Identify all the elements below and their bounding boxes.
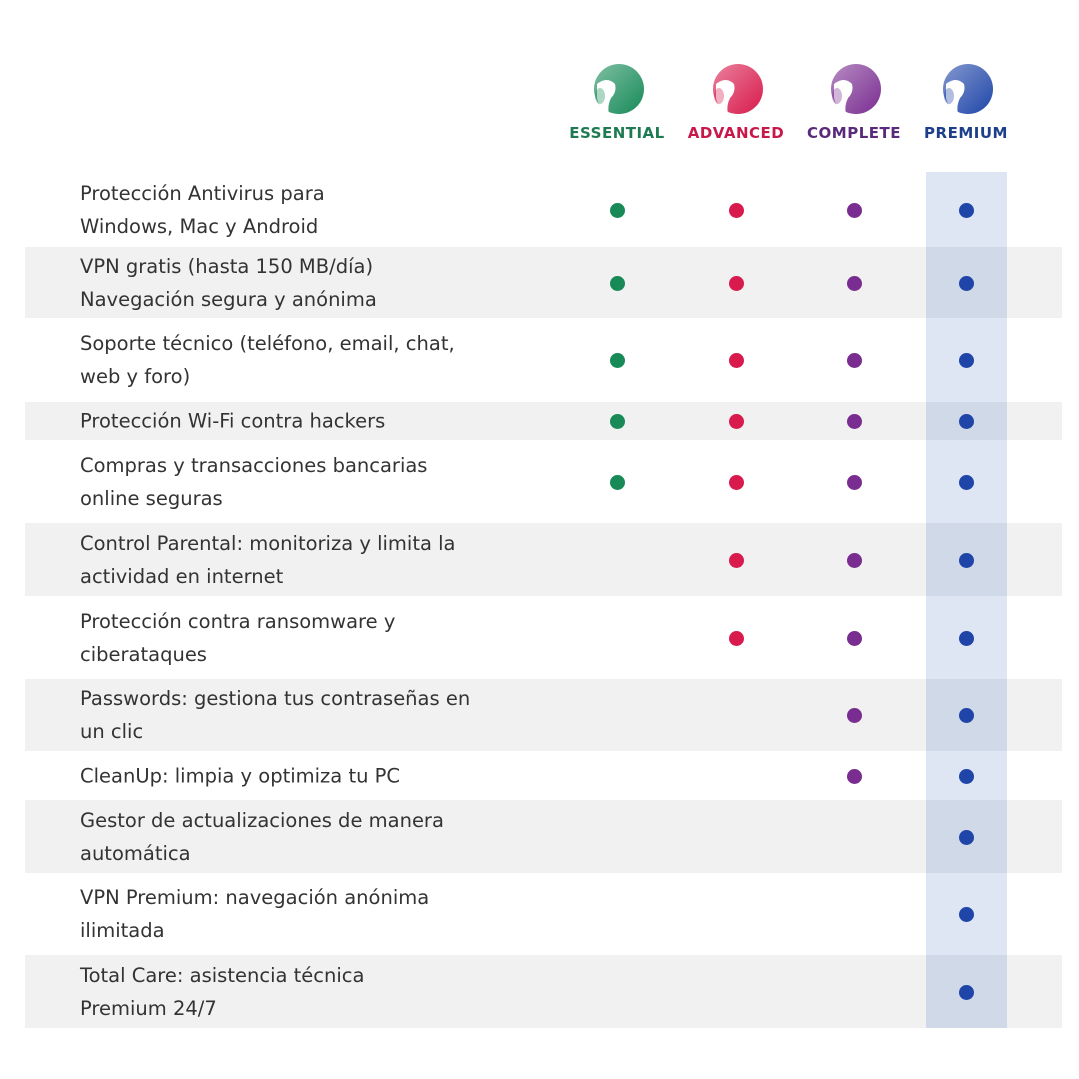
included-dot-advanced-icon: [729, 414, 744, 429]
feature-row: VPN Premium: navegación anónima ilimitad…: [25, 873, 1062, 955]
avast-logo-red: [713, 64, 763, 114]
feature-row: Protección Wi-Fi contra hackers: [25, 402, 1062, 440]
included-dot-premium-icon: [959, 353, 974, 368]
included-dot-premium-icon: [959, 474, 974, 490]
included-dot-essential-icon: [610, 202, 625, 218]
included-dot-premium-icon: [959, 414, 974, 429]
feature-row: Protección Antivirus para Windows, Mac y…: [25, 172, 1062, 247]
included-dot-complete-icon: [847, 708, 862, 723]
included-dot-complete-icon: [847, 353, 862, 368]
included-dot-premium-icon: [959, 907, 974, 922]
feature-label: Passwords: gestiona tus contraseñas en u…: [80, 687, 471, 743]
feature-row: Control Parental: monitoriza y limita la…: [25, 523, 1062, 596]
feature-row: CleanUp: limpia y optimiza tu PC: [25, 751, 1062, 800]
included-dot-complete-icon: [847, 202, 862, 218]
included-dot-premium-icon: [959, 202, 974, 218]
feature-row: Gestor de actualizaciones de manera auto…: [25, 800, 1062, 873]
included-dot-premium-icon: [959, 552, 974, 568]
plan-complete: COMPLETE: [794, 62, 914, 142]
included-dot-complete-icon: [847, 474, 862, 490]
included-dot-complete-icon: [847, 630, 862, 646]
plan-label: ESSENTIAL: [569, 124, 665, 142]
feature-row: Compras y transacciones bancarias online…: [25, 440, 1062, 523]
included-dot-premium-icon: [959, 275, 974, 291]
feature-label: CleanUp: limpia y optimiza tu PC: [80, 764, 401, 787]
feature-label: Control Parental: monitoriza y limita la…: [80, 531, 456, 588]
included-dot-advanced-icon: [729, 275, 744, 291]
feature-label: Protección Antivirus para Windows, Mac y…: [80, 181, 325, 238]
feature-label: VPN gratis (hasta 150 MB/día) Navegación…: [80, 254, 377, 311]
feature-label: Protección Wi-Fi contra hackers: [80, 409, 386, 433]
avast-logo-green: [594, 64, 644, 114]
plan-label: COMPLETE: [807, 124, 901, 142]
included-dot-advanced-icon: [729, 552, 744, 568]
feature-comparison-table: Protección Antivirus para Windows, Mac y…: [25, 172, 1062, 1028]
included-dot-advanced-icon: [729, 202, 744, 218]
included-dot-advanced-icon: [729, 353, 744, 368]
included-dot-essential-icon: [610, 474, 625, 490]
included-dot-essential-icon: [610, 275, 625, 291]
included-dot-essential-icon: [610, 353, 625, 368]
feature-row: Protección contra ransomware y ciberataq…: [25, 596, 1062, 679]
feature-label: Total Care: asistencia técnica Premium 2…: [80, 963, 365, 1020]
included-dot-complete-icon: [847, 414, 862, 429]
plan-premium: PREMIUM: [906, 62, 1026, 142]
included-dot-complete-icon: [847, 552, 862, 568]
plan-label: PREMIUM: [924, 124, 1008, 142]
included-dot-essential-icon: [610, 414, 625, 429]
included-dot-premium-icon: [959, 708, 974, 723]
plan-essential: ESSENTIAL: [557, 62, 677, 142]
included-dot-complete-icon: [847, 275, 862, 291]
feature-row: Total Care: asistencia técnica Premium 2…: [25, 955, 1062, 1028]
plan-advanced: ADVANCED: [676, 62, 796, 142]
feature-label: Gestor de actualizaciones de manera auto…: [80, 808, 444, 865]
included-dot-premium-icon: [959, 768, 974, 784]
included-dot-premium-icon: [959, 630, 974, 646]
feature-label: Protección contra ransomware y ciberataq…: [80, 609, 396, 666]
avast-logo-purple: [831, 64, 881, 114]
included-dot-premium-icon: [959, 829, 974, 845]
included-dot-premium-icon: [959, 984, 974, 1000]
feature-label: Soporte técnico (teléfono, email, chat, …: [80, 332, 455, 388]
included-dot-advanced-icon: [729, 474, 744, 490]
included-dot-complete-icon: [847, 768, 862, 784]
feature-row: VPN gratis (hasta 150 MB/día) Navegación…: [25, 247, 1062, 318]
feature-label: Compras y transacciones bancarias online…: [80, 453, 428, 510]
avast-logo-blue: [943, 64, 993, 114]
plan-label: ADVANCED: [687, 124, 785, 142]
included-dot-advanced-icon: [729, 630, 744, 646]
feature-row: Passwords: gestiona tus contraseñas en u…: [25, 679, 1062, 751]
feature-row: Soporte técnico (teléfono, email, chat, …: [25, 318, 1062, 402]
feature-label: VPN Premium: navegación anónima ilimitad…: [80, 886, 430, 942]
